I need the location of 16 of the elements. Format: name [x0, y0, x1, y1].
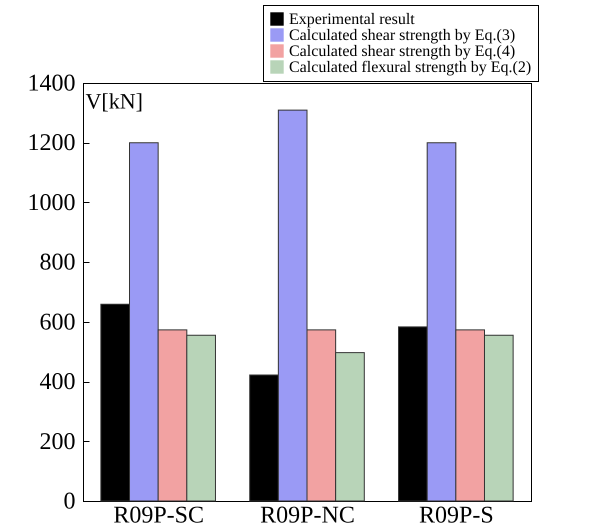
legend-label: Experimental result: [289, 11, 416, 28]
legend-label: Calculated shear strength by Eq.(4): [289, 43, 516, 60]
x-tick-label: R09P-SC: [113, 502, 204, 528]
y-tick-label: 800: [40, 250, 76, 276]
y-tick-label: 0: [64, 488, 76, 514]
y-tick-label: 1000: [28, 190, 76, 216]
y-axis-title: V[kN]: [86, 88, 143, 114]
legend-label: Calculated flexural strength by Eq.(2): [289, 59, 532, 76]
x-tick-label: R09P-NC: [260, 502, 355, 528]
legend-label: Calculated shear strength by Eq.(3): [289, 27, 516, 44]
y-tick-label: 1200: [28, 130, 76, 156]
y-tick-label: 600: [40, 309, 76, 336]
y-tick-label: 400: [40, 369, 76, 396]
x-tick-label: R09P-S: [418, 502, 494, 528]
y-tick-label: 1400: [28, 70, 76, 96]
y-tick-label: 200: [40, 428, 76, 455]
